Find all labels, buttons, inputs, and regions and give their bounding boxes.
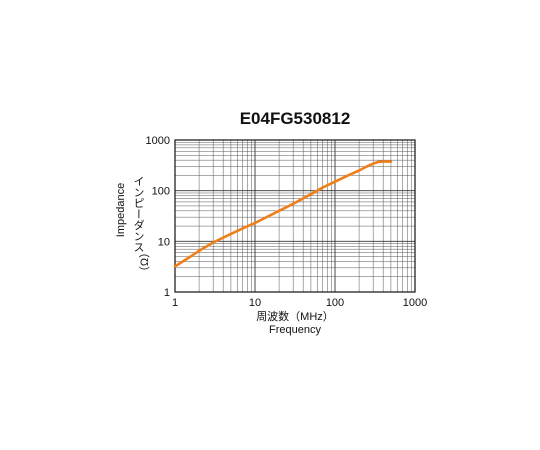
y-tick-label: 10 xyxy=(158,236,170,248)
y-axis-label-en: Impedance xyxy=(115,183,127,237)
y-tick-label: 1 xyxy=(164,287,170,299)
impedance-curve xyxy=(173,160,393,268)
chart-title: E04FG530812 xyxy=(240,109,351,128)
x-tick-label: 1 xyxy=(172,297,178,309)
x-tick-label: 10 xyxy=(249,297,261,309)
x-axis-label: 周波数（MHz） xyxy=(256,310,334,323)
x-tick-label: 100 xyxy=(326,297,344,309)
x-axis-label-en: Frequency xyxy=(269,324,321,336)
series-layer xyxy=(173,160,393,268)
y-tick-label: 100 xyxy=(152,186,170,198)
x-tick-label: 1000 xyxy=(403,297,427,309)
grid xyxy=(175,140,415,292)
y-axis-unit: （Ω） xyxy=(138,247,151,277)
y-tick-label: 1000 xyxy=(146,135,170,147)
tick-labels: 1 10 100 1000 1 10 100 1000 xyxy=(146,135,428,309)
y-axis-label: インピーダンス xyxy=(132,176,145,253)
plot-frame xyxy=(174,139,416,293)
